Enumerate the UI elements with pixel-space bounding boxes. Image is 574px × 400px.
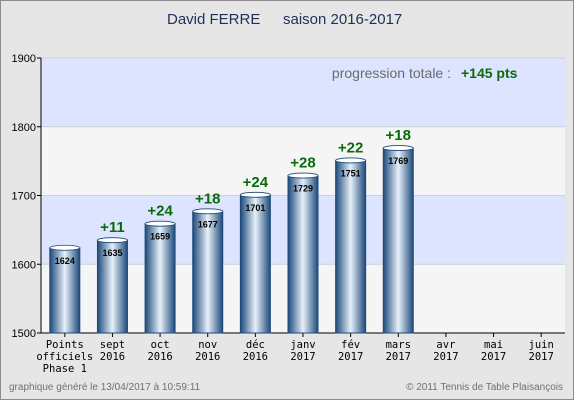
progression-value: +145 pts [461,65,518,81]
bar-delta-label: +24 [243,174,269,191]
bar-value-label: 1751 [341,168,361,178]
x-tick-label: juin 2017 [529,339,554,363]
bar-delta-label: +28 [290,155,315,172]
x-tick-label: Points officiels Phase 1 [36,339,93,375]
bar-value-label: 1729 [293,184,313,194]
bar-value-label: 1635 [102,248,122,258]
x-tick-label: avr 2017 [433,339,458,363]
chart-title-name: David FERRE [167,11,260,28]
y-tick-label: 1800 [12,122,36,134]
x-tick-label: sept 2016 [100,339,125,363]
bar-delta-label: +18 [195,190,220,207]
bar-cap [192,208,224,215]
footer-copyright: © 2011 Tennis de Table Plaisançois [406,382,563,393]
y-tick-label: 1900 [12,53,36,65]
bar [239,194,271,334]
bar [96,239,128,334]
bar [287,175,319,334]
chart-title-season: saison 2016-2017 [283,11,402,28]
x-tick-label: janv 2017 [290,339,315,363]
x-tick-label: mars 2017 [386,339,411,363]
bar-value-label: 1769 [388,156,408,166]
plot-area: 1500 1600 1700 1800 1900 progression totale :… [12,53,565,375]
bar [144,223,176,334]
progression-label: progression totale : [332,65,451,81]
x-tick-label: fév 2017 [338,339,363,363]
x-tick-label: mai 2017 [481,339,506,363]
bar [192,210,224,334]
footer-generated: graphique généré le 13/04/2017 à 10:59:1… [9,382,201,393]
y-tick-label: 1600 [12,259,36,271]
bar-delta-label: +24 [147,203,173,220]
bar-cap [97,237,128,244]
y-tick-label: 1700 [12,191,36,203]
bar-cap [335,157,367,164]
bar-delta-label: +18 [386,127,411,144]
bar-delta-label: +22 [338,139,363,156]
x-tick-label: déc 2016 [243,339,268,363]
bar [335,159,367,334]
y-tick-label: 1500 [12,328,36,340]
bar [382,147,414,334]
bar-value-label: 1677 [198,219,218,229]
x-tick-label: nov 2016 [195,339,220,363]
bar-delta-label: +11 [100,219,125,236]
bar-cap [144,220,176,227]
bar-cap [287,172,319,179]
bar-value-label: 1701 [245,203,265,213]
bar-cap [239,191,271,198]
bar-value-label: 1659 [150,232,170,242]
plot-band [41,58,565,127]
bar-cap [382,145,414,151]
bar-cap [49,244,81,251]
x-tick-label: oct 2016 [147,339,172,363]
bar-value-label: 1624 [55,256,75,266]
